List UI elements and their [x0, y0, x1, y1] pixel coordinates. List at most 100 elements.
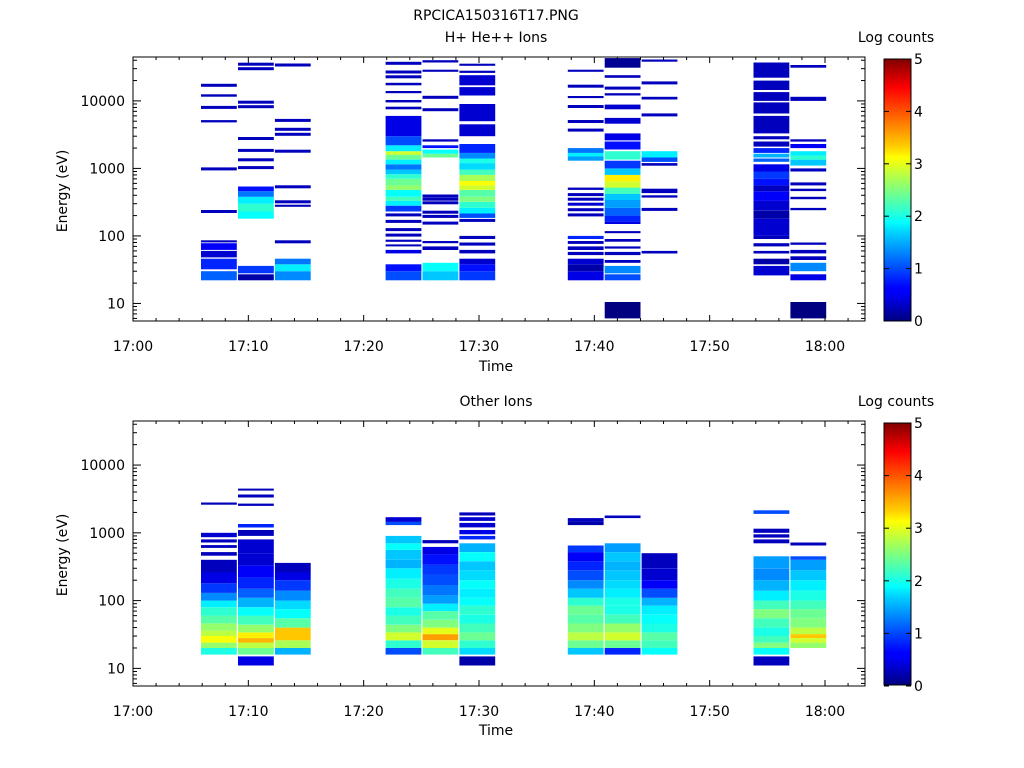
heatmap-cell	[238, 632, 274, 639]
heatmap-cell	[604, 302, 641, 319]
heatmap-cell	[567, 246, 604, 250]
heatmap-cell	[604, 133, 641, 141]
heatmap-cell	[274, 600, 311, 610]
heatmap-cell	[567, 197, 604, 201]
heatmap-cell	[753, 243, 790, 247]
heatmap-cell	[385, 136, 422, 146]
heatmap-cell	[459, 124, 496, 137]
heatmap-cell	[459, 632, 496, 641]
heatmap-cell	[753, 258, 790, 265]
heatmap-cell	[385, 145, 422, 152]
x-tick-label: 17:20	[343, 704, 383, 720]
heatmap-cell	[422, 194, 459, 198]
colorbar-tick-label: 0	[914, 679, 923, 695]
heatmap-cell	[459, 235, 496, 239]
heatmap-cell	[422, 221, 459, 225]
heatmap-cell	[459, 271, 496, 281]
heatmap-cell	[753, 600, 790, 610]
heatmap-cell	[604, 552, 641, 562]
heatmap-cell	[385, 164, 422, 170]
heatmap-cell	[201, 258, 237, 270]
x-tick-label: 18:00	[805, 339, 845, 355]
heatmap-cell	[385, 632, 422, 641]
heatmap-cell	[641, 632, 678, 641]
heatmap-cell	[385, 185, 422, 190]
heatmap-cell	[753, 171, 790, 179]
heatmap-cell	[238, 597, 274, 608]
heatmap-cell	[753, 210, 790, 219]
heatmap-cell	[238, 530, 274, 536]
y-tick-label: 10000	[80, 94, 125, 110]
heatmap-cell	[790, 256, 827, 260]
heatmap-cell	[385, 517, 422, 522]
heatmap-cell	[567, 148, 604, 153]
y-tick-label: 1000	[89, 161, 125, 177]
heatmap-cell	[274, 648, 311, 655]
x-tick-label: 18:00	[805, 704, 845, 720]
heatmap-cell	[422, 271, 459, 281]
heatmap-cell	[641, 113, 678, 117]
heatmap-cell	[753, 191, 790, 201]
heatmap-cell	[790, 559, 827, 571]
colorbar-tick-label: 2	[914, 209, 923, 225]
heatmap-cell	[567, 588, 604, 598]
heatmap-cell	[238, 648, 274, 655]
heatmap-cell	[567, 614, 604, 624]
heatmap-cell	[385, 106, 422, 110]
heatmap-cell	[201, 167, 237, 171]
heatmap-cell	[422, 262, 459, 272]
heatmap-cell	[201, 636, 237, 643]
heatmap-cell	[459, 522, 496, 528]
heatmap-cell	[385, 61, 422, 65]
heatmap-cell	[753, 153, 790, 158]
heatmap-cell	[385, 607, 422, 616]
heatmap-cell	[274, 118, 311, 122]
heatmap-cell	[604, 588, 641, 598]
heatmap-cell	[567, 156, 604, 161]
heatmap-cell	[385, 535, 422, 544]
heatmap-cell	[459, 152, 496, 159]
heatmap-cell	[641, 195, 678, 198]
heatmap-cell	[604, 168, 641, 175]
heatmap-cell	[385, 549, 422, 560]
x-axis-label: Time	[478, 359, 513, 375]
heatmap-cell	[422, 149, 459, 154]
heatmap-cell	[238, 638, 274, 643]
heatmap-cell	[385, 640, 422, 648]
heatmap-cell	[567, 187, 604, 190]
heatmap-cell	[604, 597, 641, 606]
heatmap-cell	[641, 59, 678, 62]
heatmap-cell	[459, 201, 496, 208]
heatmap-cell	[753, 265, 790, 276]
heatmap-cell	[604, 181, 641, 188]
heatmap-cell	[459, 512, 496, 516]
heatmap-cell	[459, 70, 496, 73]
heatmap-cell	[567, 213, 604, 217]
heatmap-cell	[238, 105, 274, 109]
heatmap-cell	[604, 260, 641, 263]
heatmap-cell	[641, 207, 678, 211]
heatmap-cell	[422, 153, 459, 158]
heatmap-cell	[201, 83, 237, 87]
heatmap-cell	[604, 141, 641, 150]
heatmap-cell	[641, 648, 678, 655]
heatmap-cell	[567, 632, 604, 641]
heatmap-cell	[238, 577, 274, 589]
colorbar	[883, 422, 912, 686]
heatmap-cell	[459, 87, 496, 96]
heatmap-cell	[567, 241, 604, 244]
heatmap-cell	[274, 204, 311, 207]
heatmap-cell	[753, 590, 790, 601]
heatmap-cell	[274, 149, 311, 153]
heatmap-cell	[459, 144, 496, 153]
heatmap-cell	[201, 630, 237, 637]
heatmap-cell	[274, 618, 311, 628]
heatmap-cell	[385, 264, 422, 272]
panel-h-he-ions: H+ He++ Ions Log counts 17:00 17:10 17:20 1…	[55, 30, 934, 375]
heatmap-cell	[385, 151, 422, 155]
heatmap-cell	[459, 614, 496, 624]
heatmap-cell	[567, 96, 604, 99]
heatmap-cell	[567, 648, 604, 655]
heatmap-cell	[274, 185, 311, 189]
heatmap-cell	[604, 174, 641, 182]
